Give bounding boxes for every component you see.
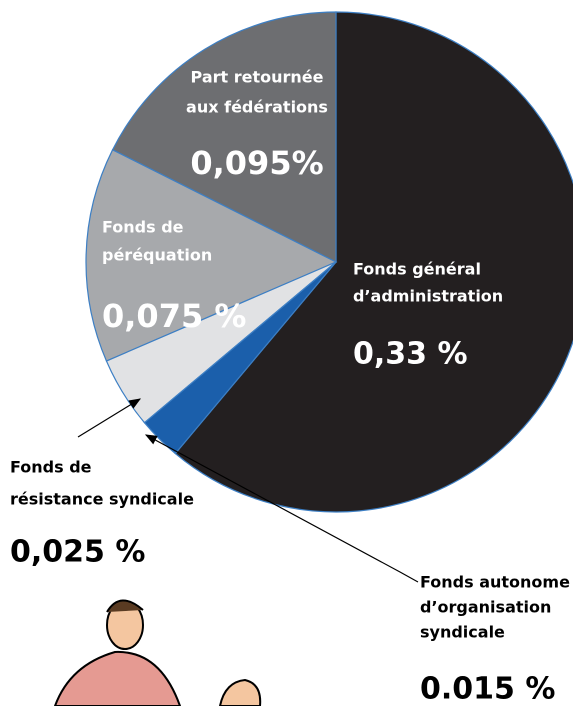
slice-label: résistance syndicale (10, 490, 194, 509)
value-label: 0,025 % (10, 535, 145, 570)
slice-label: Fonds autonome (420, 573, 570, 592)
slice-label: Part retournée (191, 68, 324, 87)
slice-label: aux fédérations (186, 98, 328, 117)
slice-label: syndicale (420, 623, 505, 642)
value-label: 0,33 % (353, 337, 468, 372)
value-label: 0,075 % (102, 297, 246, 335)
pointer-arrow (78, 399, 140, 437)
value-label: 0.015 % (420, 672, 555, 706)
cartoon-figure (55, 600, 260, 706)
slice-label: Fonds de (102, 218, 184, 237)
slice-label: d’organisation (420, 598, 551, 617)
slice-label: d’administration (353, 287, 503, 306)
slice-label: Fonds général (353, 260, 481, 279)
slice-label: Fonds de (10, 458, 92, 477)
value-label: 0,095% (190, 144, 323, 182)
chart: Fonds général d’administration 0,33 % Part … (0, 0, 573, 706)
slice-label: péréquation (102, 246, 212, 265)
